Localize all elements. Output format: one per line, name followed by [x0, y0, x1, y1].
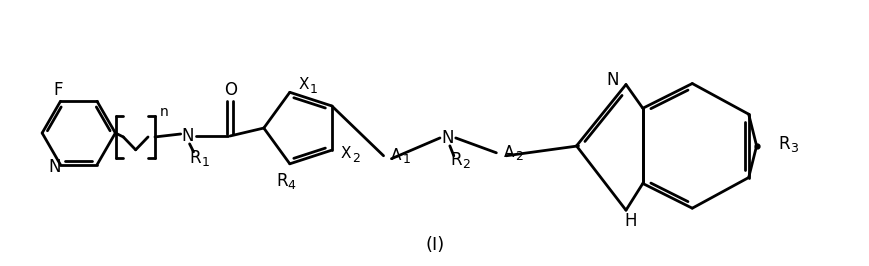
- Text: 1: 1: [202, 156, 209, 169]
- Text: H: H: [624, 212, 636, 230]
- Text: R: R: [449, 151, 461, 169]
- Text: (I): (I): [425, 236, 444, 254]
- Text: 2: 2: [514, 150, 522, 163]
- Text: A: A: [391, 148, 401, 163]
- Text: F: F: [54, 81, 63, 99]
- Text: X: X: [340, 146, 350, 161]
- Text: R: R: [275, 172, 288, 190]
- Text: 2: 2: [461, 158, 469, 171]
- Text: N: N: [605, 70, 618, 89]
- Text: n: n: [159, 105, 168, 119]
- Text: 3: 3: [789, 142, 797, 155]
- Text: O: O: [223, 81, 236, 99]
- Text: X: X: [298, 77, 308, 92]
- Text: 1: 1: [401, 153, 410, 166]
- Text: R: R: [778, 135, 789, 153]
- Text: R: R: [189, 149, 201, 167]
- Text: A: A: [503, 145, 514, 160]
- Text: 4: 4: [288, 179, 295, 192]
- Text: N: N: [48, 158, 61, 176]
- Text: 1: 1: [309, 83, 317, 96]
- Text: N: N: [181, 127, 194, 145]
- Text: N: N: [441, 129, 454, 147]
- Text: 2: 2: [351, 152, 359, 165]
